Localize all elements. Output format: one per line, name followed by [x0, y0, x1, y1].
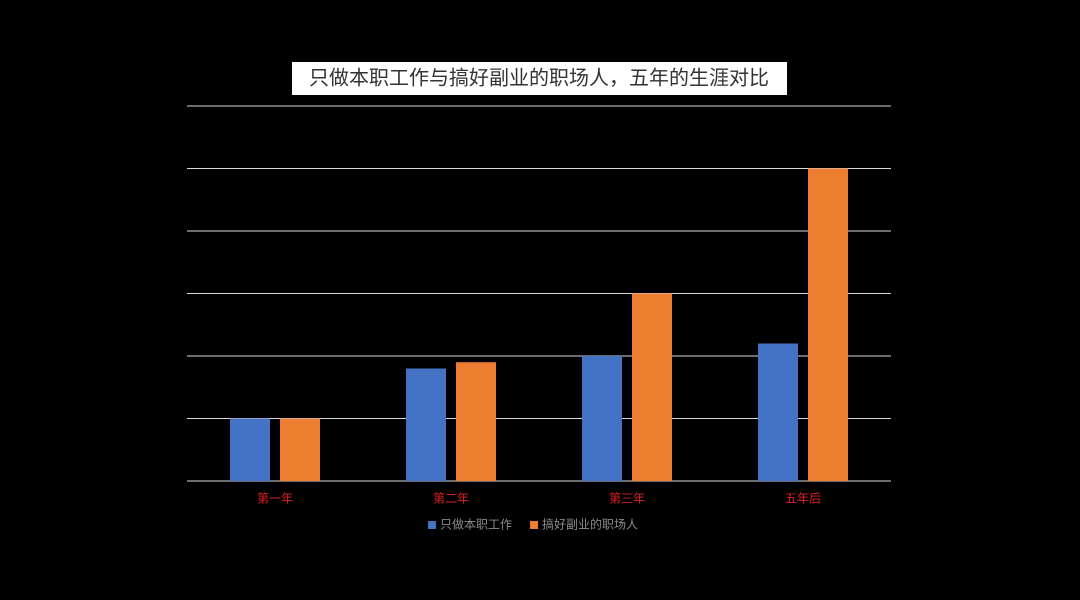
title-box — [292, 62, 787, 95]
x-tick-label: 第一年 — [257, 492, 293, 506]
x-tick-label: 五年后 — [785, 492, 821, 506]
bar — [406, 368, 446, 481]
bar — [456, 362, 496, 481]
bar — [808, 168, 848, 481]
legend-label: 只做本职工作 — [440, 517, 512, 532]
bar — [582, 356, 622, 481]
bar — [632, 293, 672, 481]
bar — [758, 343, 798, 481]
x-tick-label: 第二年 — [433, 492, 469, 506]
chart-title: 只做本职工作与搞好副业的职场人，五年的生涯对比 — [309, 66, 769, 90]
bar — [280, 418, 320, 481]
legend-label: 搞好副业的职场人 — [542, 517, 638, 532]
bar — [230, 418, 270, 481]
x-tick-label: 第三年 — [609, 492, 645, 506]
legend-swatch — [530, 521, 539, 529]
legend-swatch — [428, 521, 436, 529]
